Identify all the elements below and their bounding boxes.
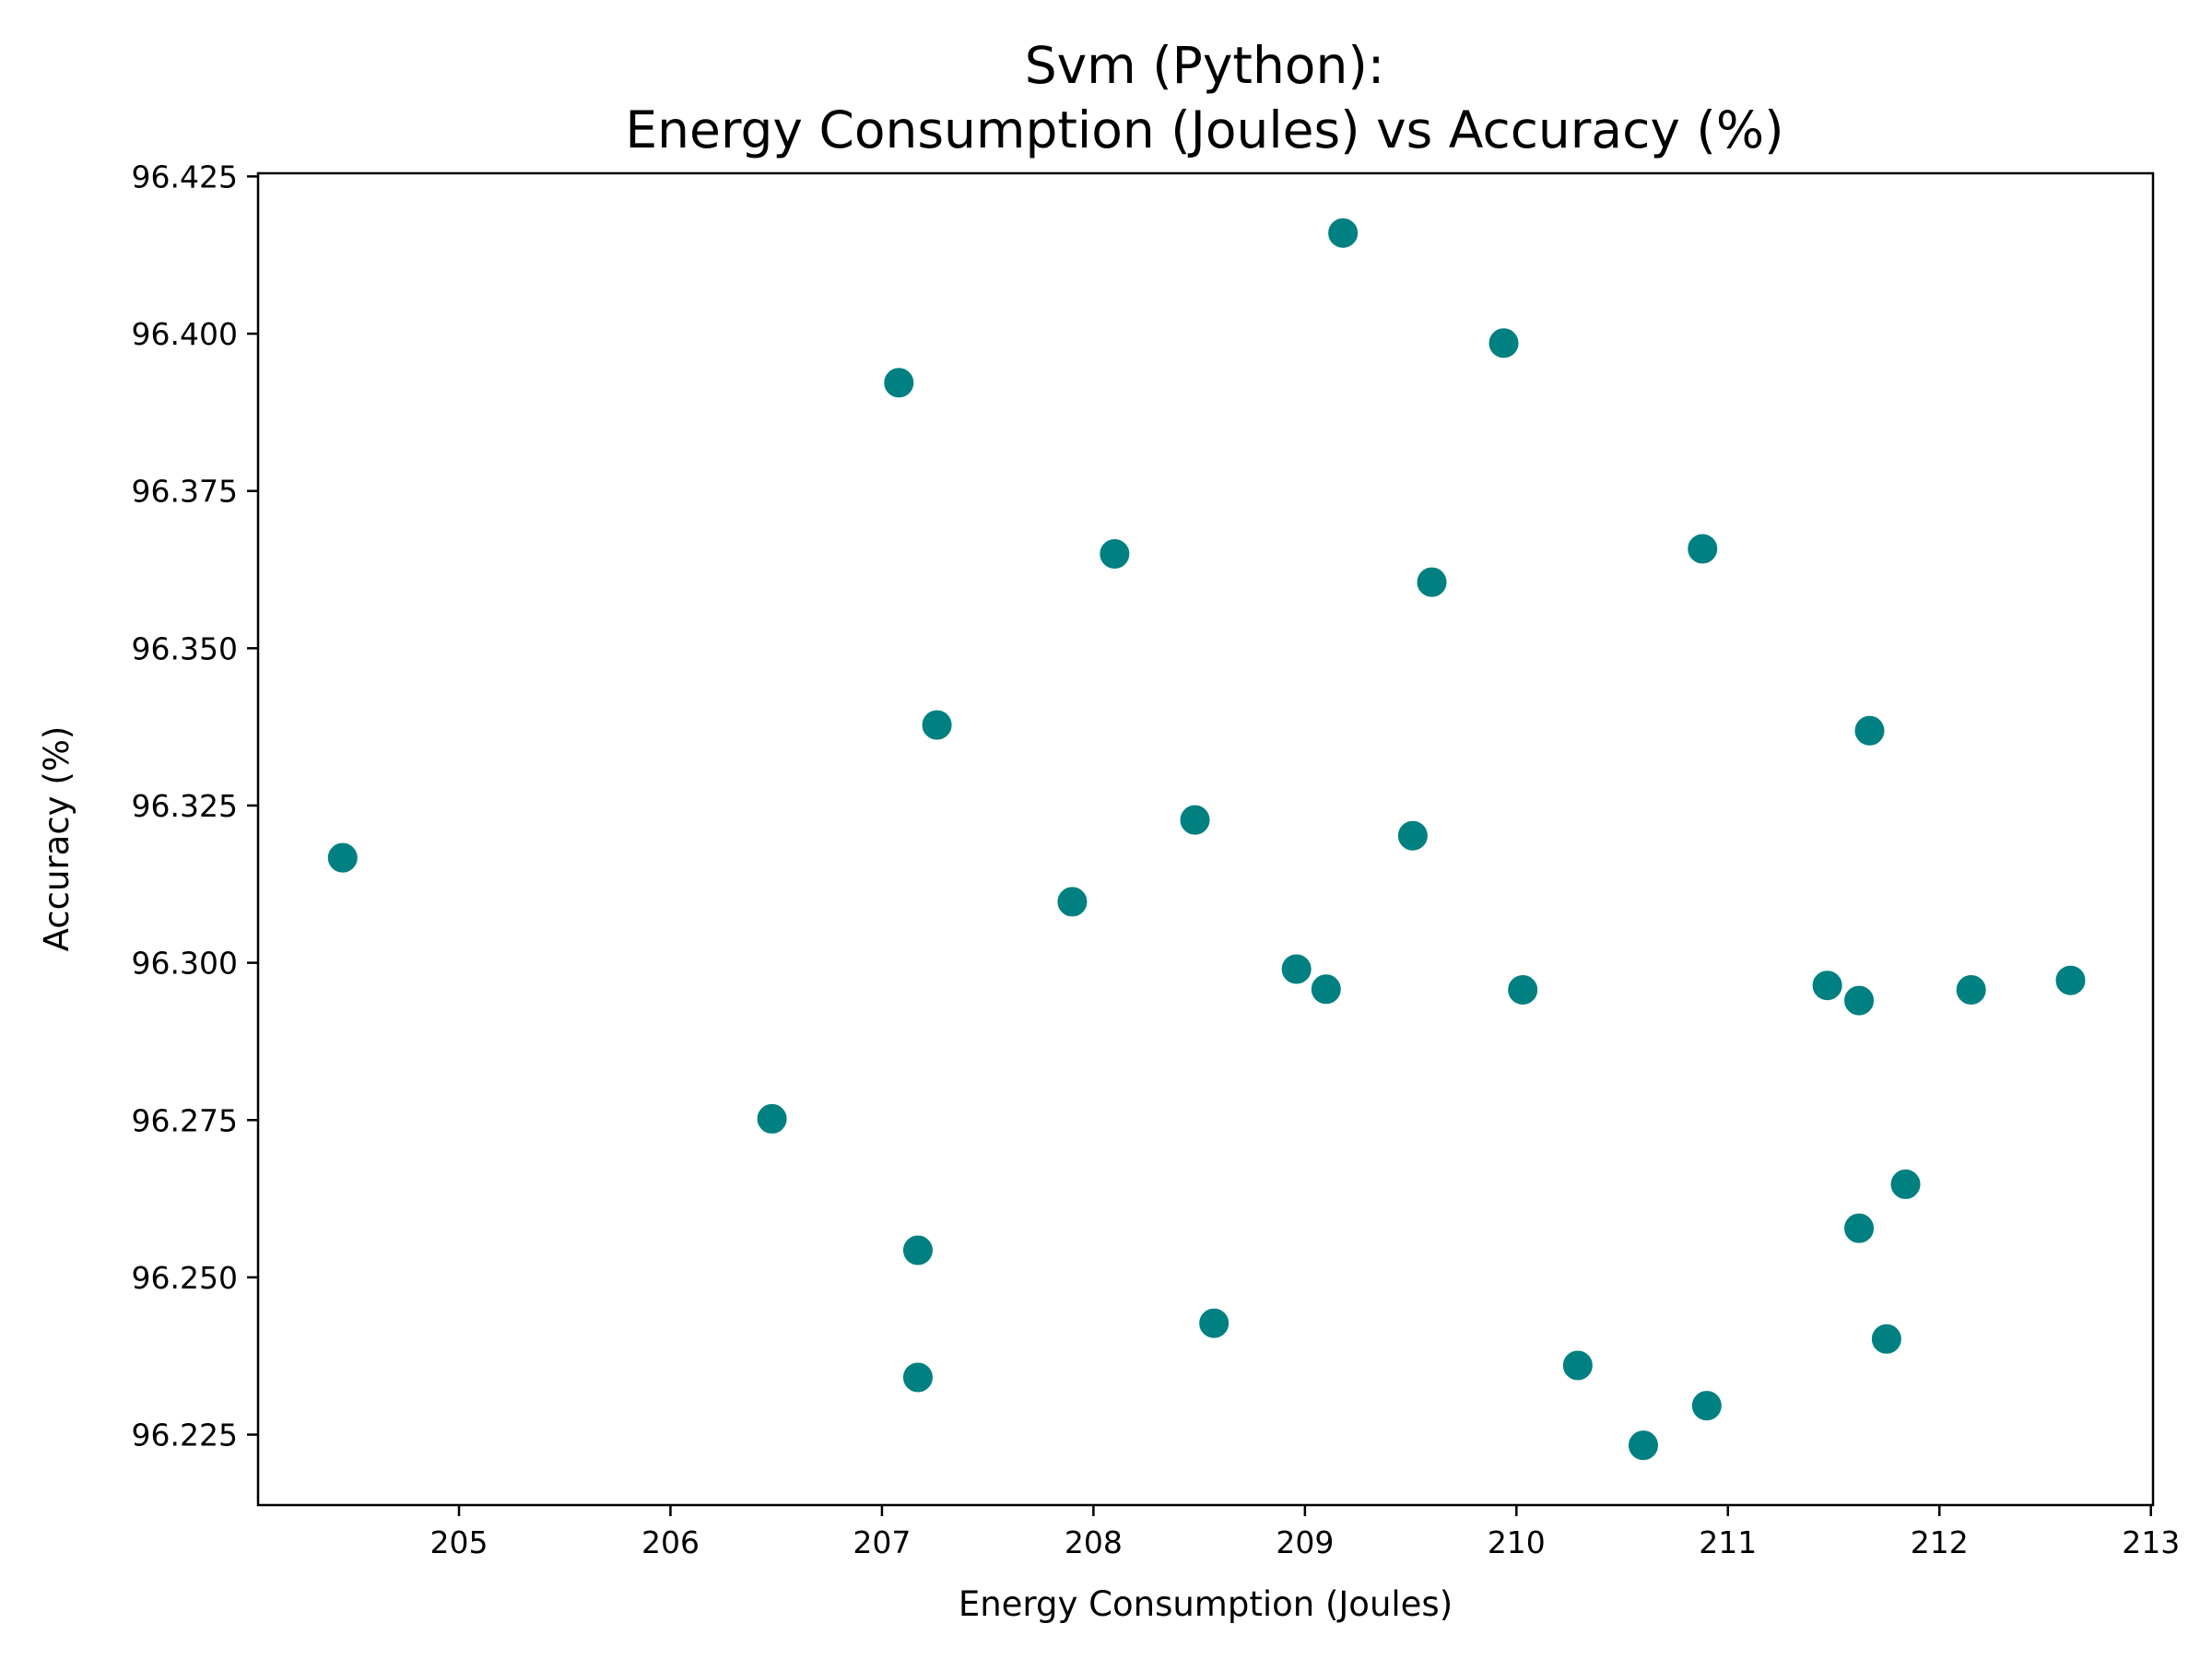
data-point bbox=[1954, 972, 1988, 1006]
x-tick-label: 208 bbox=[1065, 1524, 1123, 1560]
data-point bbox=[1415, 565, 1449, 599]
data-point bbox=[1686, 532, 1720, 566]
data-point bbox=[1279, 952, 1313, 986]
plot-area-frame bbox=[256, 171, 2155, 1507]
y-tick-label: 96.250 bbox=[132, 1260, 238, 1296]
y-tick-label: 96.275 bbox=[132, 1102, 238, 1138]
x-tick-label: 212 bbox=[1911, 1524, 1969, 1560]
data-point bbox=[1178, 803, 1212, 837]
axis-ticks: 205 206 207 208 209 210 211 212 213 96.225 96.250 9… bbox=[132, 159, 2181, 1560]
data-point bbox=[1506, 972, 1540, 1006]
x-tick-label: 209 bbox=[1276, 1524, 1334, 1560]
data-point bbox=[1098, 536, 1132, 571]
data-point bbox=[900, 1233, 935, 1267]
data-point bbox=[1689, 1389, 1724, 1423]
data-point bbox=[1810, 969, 1844, 1003]
data-point bbox=[1487, 326, 1521, 360]
x-tick-label: 211 bbox=[1699, 1524, 1757, 1560]
data-point bbox=[1197, 1306, 1231, 1340]
data-point bbox=[755, 1101, 789, 1135]
data-point bbox=[1842, 1211, 1877, 1245]
data-point bbox=[1055, 885, 1089, 919]
data-point bbox=[2053, 963, 2088, 997]
y-axis-label: Accuracy (%) bbox=[37, 726, 76, 952]
y-tick-label: 96.325 bbox=[132, 788, 238, 824]
x-axis-label: Energy Consumption (Joules) bbox=[959, 1584, 1453, 1624]
y-tick-label: 96.375 bbox=[132, 474, 238, 510]
data-point bbox=[325, 841, 359, 875]
chart-title-line-2: Energy Consumption (Joules) vs Accuracy … bbox=[625, 100, 1783, 159]
x-tick-label: 213 bbox=[2122, 1524, 2180, 1560]
data-point bbox=[1853, 713, 1887, 747]
chart-title-line-1: Svm (Python): bbox=[1025, 36, 1385, 95]
y-tick-label: 96.425 bbox=[132, 159, 238, 194]
y-tick-label: 96.300 bbox=[132, 946, 238, 982]
data-point bbox=[1842, 983, 1877, 1018]
data-point bbox=[1326, 216, 1360, 250]
y-tick-label: 96.225 bbox=[132, 1418, 238, 1453]
data-point bbox=[1888, 1167, 1923, 1201]
x-tick-label: 207 bbox=[853, 1524, 911, 1560]
x-tick-label: 210 bbox=[1488, 1524, 1546, 1560]
data-point bbox=[882, 366, 916, 400]
data-point bbox=[920, 708, 954, 742]
data-points bbox=[325, 216, 2088, 1463]
data-point bbox=[900, 1360, 935, 1394]
y-tick-label: 96.400 bbox=[132, 316, 238, 352]
x-tick-label: 205 bbox=[429, 1524, 488, 1560]
data-point bbox=[1869, 1322, 1903, 1356]
data-point bbox=[1626, 1429, 1660, 1463]
x-tick-label: 206 bbox=[641, 1524, 700, 1560]
y-tick-label: 96.350 bbox=[132, 630, 238, 666]
data-point bbox=[1395, 818, 1430, 853]
data-point bbox=[1560, 1348, 1594, 1382]
data-point bbox=[1309, 972, 1343, 1006]
